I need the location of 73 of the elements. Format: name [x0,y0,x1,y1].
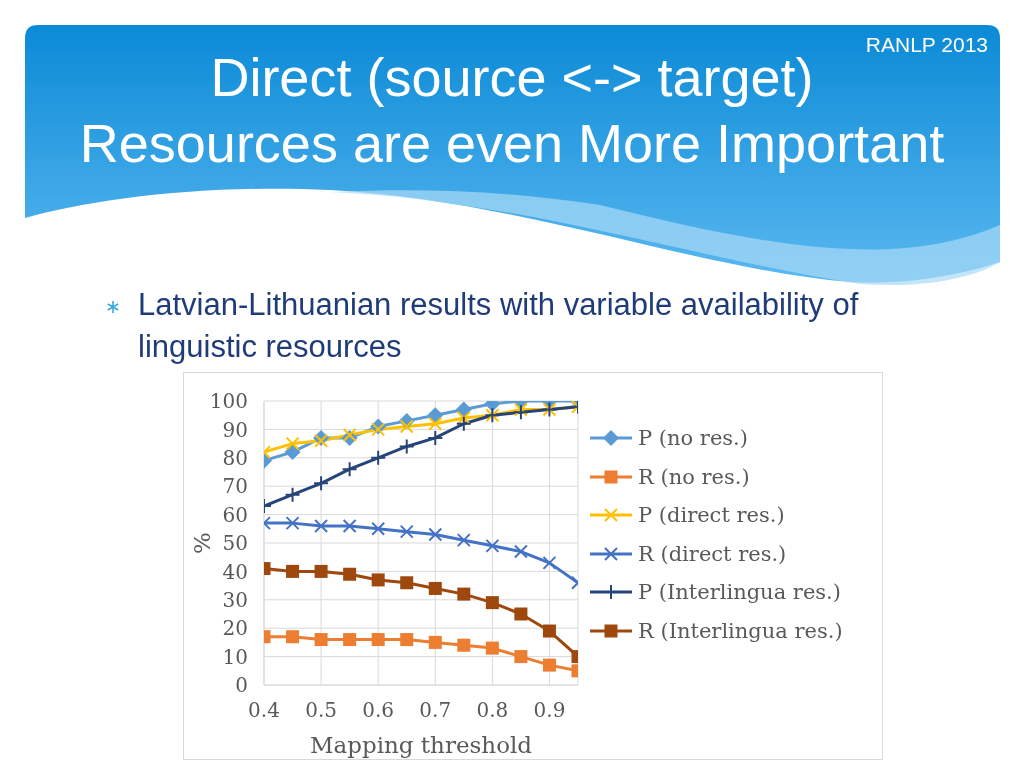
point [399,419,414,434]
x-axis-title: Mapping threshold [309,732,533,758]
point [398,438,415,455]
point [485,538,500,553]
y-tick-label: 40 [222,559,248,584]
point [341,461,358,478]
point [285,436,300,451]
y-tick-label: 10 [222,644,248,669]
point [314,433,329,448]
y-tick-label: 60 [222,502,248,527]
point [284,444,301,461]
point [485,641,499,655]
point [457,587,471,601]
point [371,422,386,437]
legend-label: R (no res.) [638,464,750,489]
point [371,633,385,647]
y-tick-label: 80 [222,445,248,470]
x-tick-label: 0.7 [419,698,452,723]
point [400,633,414,647]
legend-label: R (Interlingua res.) [638,618,843,643]
point [314,564,328,578]
x-tick-label: 0.9 [533,698,566,723]
point [313,475,330,492]
point [455,415,472,432]
point [542,658,556,672]
point [542,555,557,570]
point [456,411,471,426]
y-tick-label: 100 [209,389,248,414]
point [343,633,357,647]
point [542,624,556,638]
legend-label: R (direct res.) [638,541,787,566]
legend-label: P (no res.) [638,426,748,451]
x-tick-label: 0.8 [476,698,509,723]
point [513,402,528,417]
point [514,650,528,664]
point [343,567,357,581]
point [457,638,471,652]
point [370,449,387,466]
x-tick-label: 0.5 [305,698,337,723]
point [428,527,443,542]
point [427,429,444,446]
point [485,596,499,610]
point [514,607,528,621]
point [314,633,328,647]
point [428,416,443,431]
y-tick-label: 0 [235,673,248,698]
point [400,576,414,590]
point [314,518,329,533]
point [371,521,386,536]
point [427,407,444,424]
point [342,518,357,533]
point [285,516,300,531]
point [399,524,414,539]
point [513,544,528,559]
y-tick-label: 50 [222,531,248,556]
legend-label: P (direct res.) [638,503,785,528]
x-tick-label: 0.6 [362,698,395,723]
point [456,533,471,548]
y-tick-label: 90 [222,417,248,442]
point [371,573,385,587]
y-axis-title: % [189,532,216,554]
point [512,404,529,421]
y-tick-label: 20 [222,616,248,641]
point [286,630,300,644]
y-tick-label: 70 [222,474,248,499]
y-tick-label: 30 [222,587,248,612]
point [284,486,301,503]
point [286,564,300,578]
point [428,635,442,649]
x-tick-label: 0.4 [248,698,280,723]
chart-subtitle: Latvian-Lithuanian results with variable availability of linguistic resources [138,286,860,366]
point [428,581,442,595]
legend-label: P (Interlingua res.) [638,580,841,605]
